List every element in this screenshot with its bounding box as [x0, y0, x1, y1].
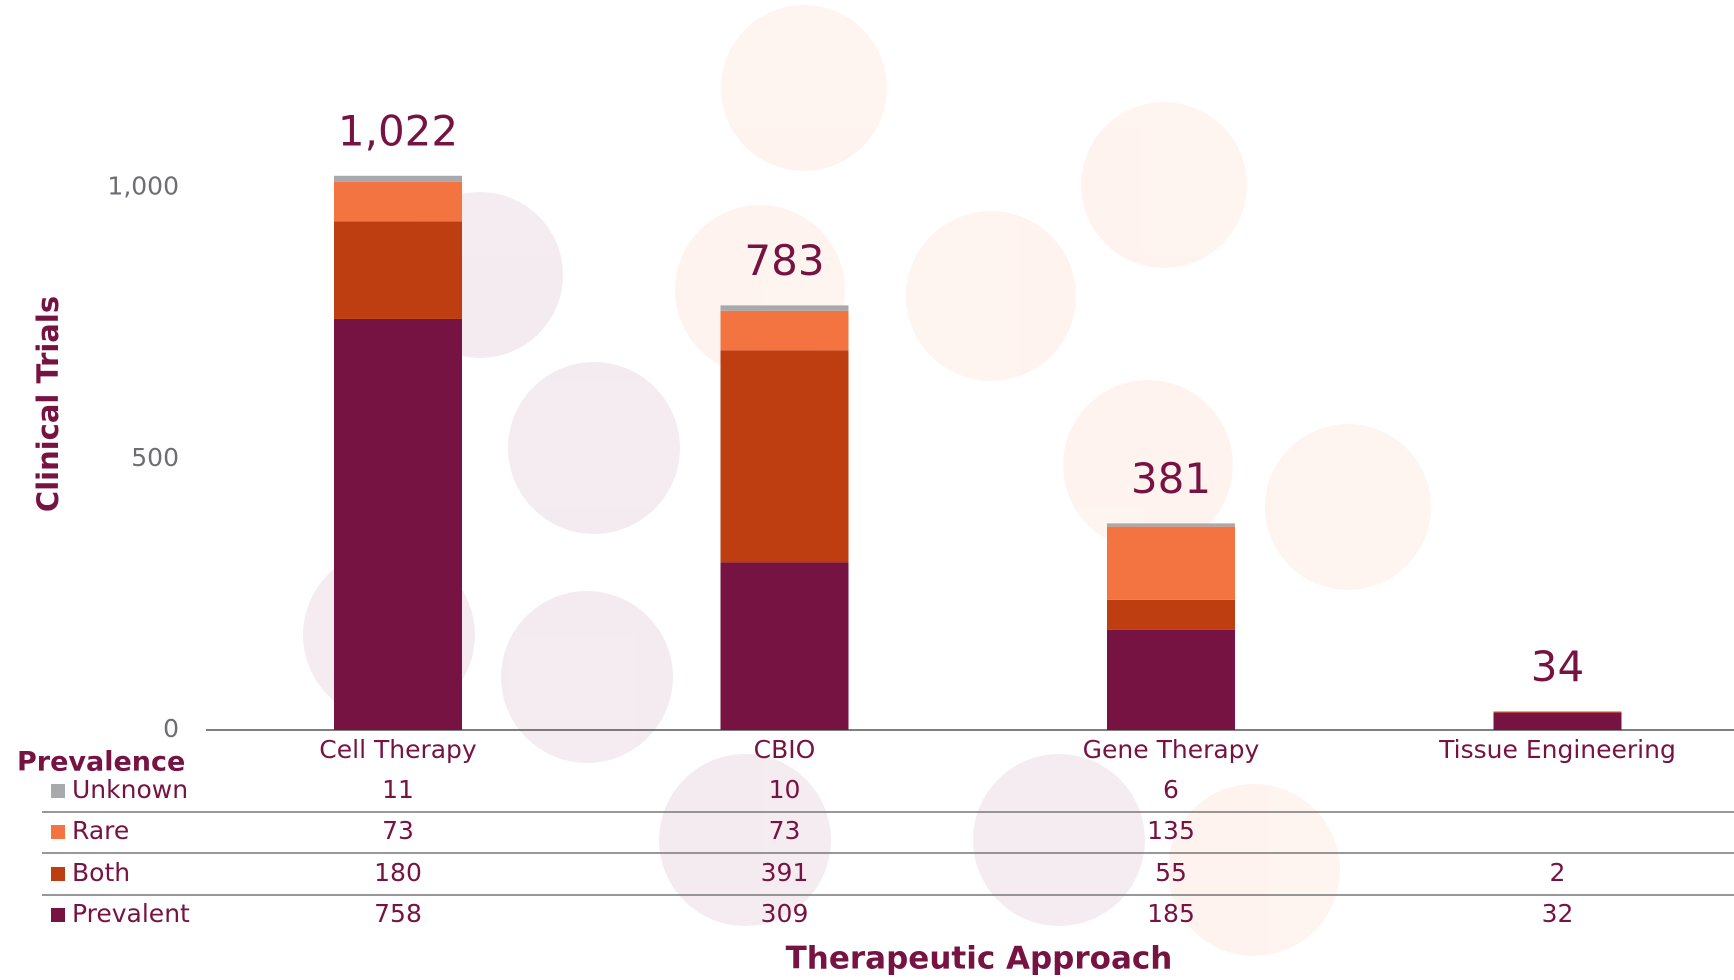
legend-title: Prevalence: [17, 747, 185, 778]
decor-circle: [501, 591, 673, 763]
legend-label: Both: [72, 858, 130, 887]
decor-circle: [659, 754, 831, 926]
bar-segment: [720, 350, 849, 563]
bar-segment: [720, 310, 849, 351]
x-axis-title: Therapeutic Approach: [786, 941, 1173, 977]
decor-circle: [1168, 784, 1340, 956]
table-cell: 73: [769, 816, 801, 845]
decor-circle: [906, 211, 1076, 381]
table-cell: 11: [382, 775, 414, 804]
table-cell: 758: [374, 899, 422, 928]
legend-swatch: [51, 784, 65, 798]
bar-segment: [1493, 712, 1622, 730]
legend-swatch: [51, 908, 65, 922]
table-cell: 55: [1155, 858, 1187, 887]
bar-segment: [720, 562, 849, 730]
table-cell: 6: [1163, 775, 1179, 804]
decor-circle: [973, 754, 1145, 926]
decor-circle: [721, 5, 887, 171]
decor-circle: [1265, 424, 1431, 590]
table-cell: 185: [1147, 899, 1195, 928]
legend-label: Unknown: [72, 775, 188, 804]
legend-label: Prevalent: [72, 899, 190, 928]
table-cell: 391: [761, 858, 809, 887]
table-cell: 10: [769, 775, 801, 804]
bar-segment: [1107, 526, 1235, 600]
total-label: 381: [1131, 454, 1211, 503]
bar-segment: [334, 181, 462, 222]
table-cell: 180: [374, 858, 422, 887]
y-tick-label: 500: [131, 443, 179, 472]
y-tick-label: 0: [163, 714, 179, 743]
table-cell: 32: [1542, 899, 1574, 928]
x-tick-label: Gene Therapy: [1083, 735, 1260, 764]
total-label: 1,022: [338, 106, 458, 155]
table-cell: 73: [382, 816, 414, 845]
legend-swatch: [51, 825, 65, 839]
table-cell: 309: [761, 899, 809, 928]
y-tick-label: 1,000: [107, 172, 179, 201]
x-tick-label: CBIO: [754, 735, 816, 764]
x-tick-label: Tissue Engineering: [1438, 735, 1676, 764]
bar-segment: [334, 175, 462, 182]
bar-segment: [334, 318, 462, 730]
decor-circle: [1081, 102, 1247, 268]
legend-label: Rare: [72, 816, 129, 845]
decor-circle: [1063, 380, 1233, 550]
y-axis-title: Clinical Trials: [31, 296, 65, 512]
decor-circle: [508, 362, 680, 534]
total-label: 783: [744, 236, 824, 285]
bar-segment: [334, 221, 462, 319]
bar-segment: [1493, 711, 1622, 713]
bar-segment: [1107, 629, 1235, 730]
background-decoration: [303, 5, 1431, 956]
total-label: 34: [1531, 642, 1584, 691]
table-cell: 135: [1147, 816, 1195, 845]
table-cell: 2: [1550, 858, 1566, 887]
legend-swatch: [51, 867, 65, 881]
bar-segment: [1107, 599, 1235, 630]
bar-segment: [720, 305, 849, 311]
bar-segment: [1107, 523, 1235, 527]
x-tick-label: Cell Therapy: [319, 735, 477, 764]
